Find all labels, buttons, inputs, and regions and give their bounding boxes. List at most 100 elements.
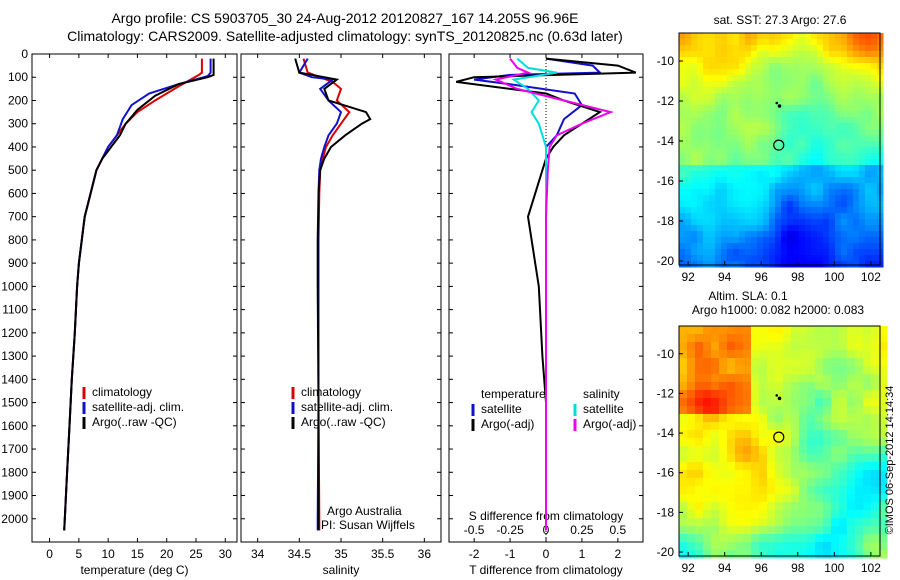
temperature-panel-frame: [31, 53, 238, 543]
depth-tick-label: 1500: [1, 396, 28, 410]
sla-map-argo-position: [773, 431, 785, 443]
depth-tick-label: 900: [8, 256, 28, 270]
temperature-xtick-label: 0: [46, 547, 53, 561]
temperature-xtick-label: 20: [160, 547, 174, 561]
temperature-xtick-label: 15: [131, 547, 145, 561]
sla-map-ytick-label: -16: [657, 466, 675, 480]
sla-map-field: [679, 326, 888, 559]
sst-map-frame: [678, 32, 881, 266]
sla-map-ytick-label: -20: [657, 545, 675, 559]
salinity-xtick-label: 34: [251, 547, 265, 561]
sla-map-ytick-label: -10: [657, 347, 675, 361]
difference-xtick-label: 1: [579, 547, 586, 561]
depth-tick-label: 500: [8, 163, 28, 177]
sst-map-field: [679, 33, 884, 268]
figure-title-line2: Climatology: CARS2009. Satellite-adjuste…: [67, 28, 623, 44]
sla-map-xtick-label: 102: [861, 561, 881, 575]
pi-annotation: PI: Susan Wijffels: [321, 518, 415, 532]
sla-map-ytick-label: -14: [657, 426, 675, 440]
salinity-legend-label: climatology: [301, 385, 361, 399]
depth-tick-label: 400: [8, 140, 28, 154]
difference-xlabel: T difference from climatology: [469, 563, 623, 577]
depth-tick-label: 800: [8, 233, 28, 247]
salinity-panel-frame: [240, 53, 442, 543]
temperature-legend-label: Argo(..raw -QC): [92, 415, 177, 429]
sst-map-label: sat. SST: 27.3 Argo: 27.6: [714, 13, 847, 27]
salinity-legend-label: satellite-adj. clim.: [301, 400, 393, 414]
sla-map-frame: [678, 325, 881, 557]
salinity-xlabel: salinity: [323, 563, 360, 577]
depth-tick-label: 1000: [1, 279, 28, 293]
depth-tick-label: 1300: [1, 349, 28, 363]
temperature-xtick-label: 10: [101, 547, 115, 561]
difference-legend-label: satellite: [481, 402, 522, 416]
sla-map-ytick-label: -18: [657, 505, 675, 519]
salinity-xtick-label: 35.5: [371, 547, 395, 561]
sst-map-argo-position: [773, 139, 785, 151]
sla-map-label-line2: Argo h1000: 0.082 h2000: 0.083: [692, 303, 864, 317]
temperature-xlabel: temperature (deg C): [80, 563, 188, 577]
sst-map-ytick-label: -18: [657, 214, 675, 228]
difference-xtick-label: 0: [543, 547, 550, 561]
temperature-series-argo-raw-qc-: [63, 58, 215, 531]
depth-tick-label: 600: [8, 186, 28, 200]
s-difference-tick-label: -0.25: [496, 523, 524, 537]
salinity-xtick-label: 36: [418, 547, 432, 561]
difference-legend-heading: temperature: [481, 387, 546, 401]
sst-map-xtick-label: 102: [861, 270, 881, 284]
depth-tick-label: 0: [21, 47, 28, 61]
sla-map-label-line1: Altim. SLA: 0.1: [708, 289, 788, 303]
difference-xtick-label: 2: [615, 547, 622, 561]
temperature-xtick-label: 5: [76, 547, 83, 561]
depth-tick-label: 1700: [1, 442, 28, 456]
sst-map-xtick-label: 98: [791, 270, 805, 284]
sst-map-ytick-label: -10: [657, 54, 675, 68]
depth-tick-label: 1600: [1, 419, 28, 433]
sla-map-xtick-label: 98: [791, 561, 805, 575]
sla-map-ytick-label: -12: [657, 386, 675, 400]
difference-legend-heading: salinity: [583, 387, 620, 401]
depth-tick-label: 700: [8, 210, 28, 224]
sst-map-xtick-label: 94: [718, 270, 732, 284]
depth-tick-label: 2000: [1, 512, 28, 526]
sla-map-xtick-label: 96: [755, 561, 769, 575]
difference-xtick-label: -2: [469, 547, 480, 561]
sla-map-xtick-label: 100: [824, 561, 844, 575]
sst-map-ytick-label: -16: [657, 174, 675, 188]
salinity-series-argo-raw-qc-: [294, 58, 372, 531]
sla-map-xtick-label: 92: [681, 561, 695, 575]
sst-map-xtick-label: 100: [824, 270, 844, 284]
depth-tick-label: 200: [8, 93, 28, 107]
difference-series-s-argo-adj-: [492, 57, 614, 531]
sla-map-previous-position: [777, 396, 782, 401]
sst-map-ytick-label: -20: [657, 254, 675, 268]
sla-map-xtick-label: 94: [718, 561, 732, 575]
depth-tick-label: 1200: [1, 326, 28, 340]
s-difference-tick-label: 0.5: [610, 523, 627, 537]
sst-map-previous-position: [777, 104, 782, 108]
salinity-xtick-label: 35: [334, 547, 348, 561]
depth-tick-label: 1900: [1, 489, 28, 503]
sla-map-previous-position: [775, 394, 779, 397]
difference-legend-label: Argo(-adj): [583, 417, 636, 431]
sst-map-previous-position: [775, 101, 779, 105]
sst-map-ytick-label: -14: [657, 134, 675, 148]
sst-map-xtick-label: 96: [755, 270, 769, 284]
difference-legend-label: satellite: [583, 402, 624, 416]
depth-tick-label: 1400: [1, 372, 28, 386]
sst-map-ytick-label: -12: [657, 94, 675, 108]
difference-series-t-argo-adj-: [455, 57, 637, 531]
owner-annotation: Argo Australia: [327, 504, 402, 518]
salinity-xtick-label: 34.5: [288, 547, 312, 561]
sst-map-xtick-label: 92: [681, 270, 695, 284]
difference-legend-label: Argo(-adj): [481, 417, 534, 431]
temperature-legend-label: satellite-adj. clim.: [92, 400, 184, 414]
depth-tick-label: 1800: [1, 465, 28, 479]
salinity-legend-label: Argo(..raw -QC): [301, 415, 386, 429]
depth-tick-label: 1100: [2, 303, 28, 317]
s-difference-tick-label: 0.25: [570, 523, 594, 537]
difference-xtick-label: -1: [505, 547, 516, 561]
depth-tick-label: 100: [8, 70, 28, 84]
